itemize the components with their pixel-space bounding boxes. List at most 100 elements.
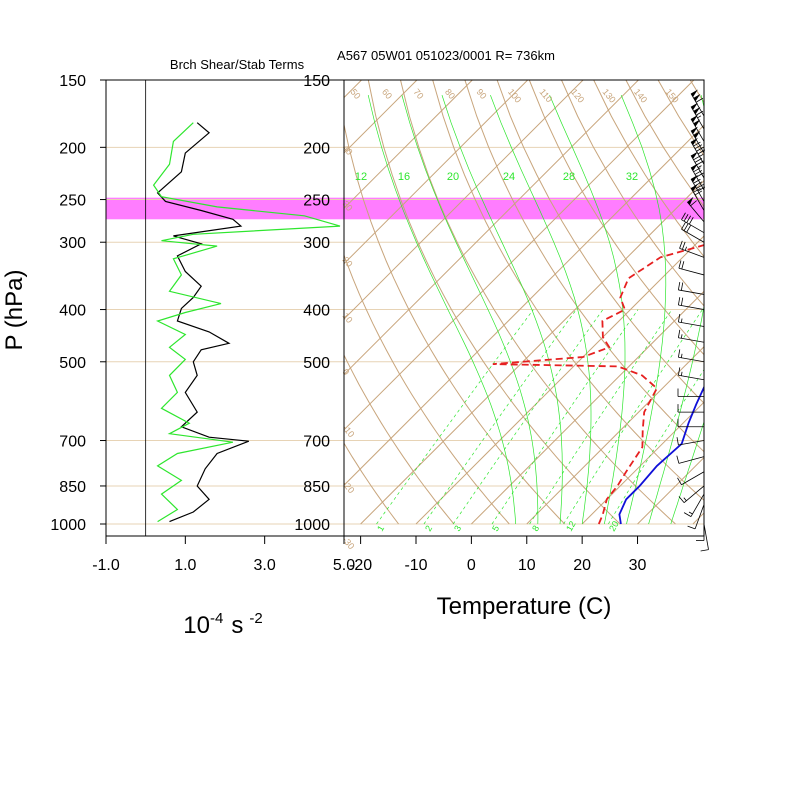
ptick-label-left-400: 400 [59, 303, 86, 320]
series-temperature [618, 385, 704, 525]
dry-adiabat-360 [561, 80, 704, 307]
temp-xtick-label-2: 0 [467, 557, 476, 574]
ptick-label-left-200: 200 [59, 140, 86, 157]
wind-barb-500 [678, 349, 705, 363]
wind-barb-460 [678, 329, 705, 343]
wind-barb-540 [678, 367, 705, 381]
temp-xtick-label-3: 10 [518, 557, 536, 574]
isotherm--10 [415, 235, 704, 525]
wind-barb-288 [681, 212, 705, 234]
moist-adiabat-36 [670, 420, 704, 525]
mixing-ratio-label-2: 2 [423, 524, 434, 533]
isotherm-20 [581, 401, 704, 525]
chart-title: A567 05W01 051023/0001 R= 736km [337, 48, 555, 63]
dry-adiabat-290 [344, 122, 566, 525]
dry-adiabat-label-150: 150 [663, 87, 680, 105]
skewt-grid [344, 80, 800, 525]
dry-adiabat-270 [344, 353, 455, 525]
left-edge-label-20: 20 [340, 255, 354, 269]
skewt-series [492, 244, 704, 525]
mixing-ratio-20 [608, 368, 704, 525]
dry-adiabat-label-100: 100 [506, 87, 523, 105]
wind-barb-185 [690, 102, 705, 130]
wind-barb-300 [681, 222, 705, 243]
mixing-ratio-1 [376, 309, 534, 525]
wind-barb-262 [690, 184, 705, 211]
isotherm--60 [344, 80, 584, 320]
wind-barb-580 [677, 388, 704, 397]
dry-adiabat-370 [593, 80, 704, 258]
dry-adiabat-410 [722, 80, 800, 524]
moist-adiabat-label-16: 16 [398, 171, 410, 183]
series-dewpoint [492, 244, 704, 525]
ptick-label-left-150: 150 [59, 73, 86, 90]
wind-barbs [676, 89, 709, 552]
wind-barb-660 [677, 418, 704, 428]
left-x-axis-label: 10-4 s -2 [183, 610, 262, 639]
skewt-frame [343, 79, 705, 537]
wind-barb-345 [678, 260, 705, 276]
left-edge-label--30: -30 [340, 535, 356, 551]
dry-adiabat-280 [344, 253, 510, 525]
temp-xtick-label-4: 20 [573, 557, 591, 574]
ptick-label-mid-850: 850 [303, 479, 330, 496]
dry-adiabat-label-140: 140 [632, 87, 649, 105]
isotherm--70 [344, 80, 529, 265]
wind-barb-375 [678, 281, 705, 295]
highlight-band [106, 197, 704, 220]
isotherm-50 [748, 80, 800, 524]
moist-adiabat-28 [620, 94, 667, 525]
moist-adiabat-label-20: 20 [447, 171, 459, 183]
wind-barb-880 [683, 493, 705, 517]
ptick-label-left-250: 250 [59, 193, 86, 210]
left-xlabel-exp2: -2 [249, 610, 262, 627]
ptick-label-mid-400: 400 [303, 303, 330, 320]
left-edge-label--20: -20 [340, 479, 356, 495]
dry-adiabat-340 [496, 80, 704, 404]
left-xtick-label-1: 1.0 [174, 557, 196, 574]
ptick-label-left-1000: 1000 [50, 517, 86, 534]
moist-adiabat-label-24: 24 [503, 171, 515, 183]
moist-adiabat-label-12: 12 [355, 171, 367, 183]
wind-barb-400 [678, 297, 705, 310]
mixing-ratio-label-5: 5 [490, 524, 501, 533]
dry-adiabat-label-90: 90 [474, 87, 488, 101]
dry-adiabat-label-50: 50 [348, 87, 362, 101]
pressure-tick-labels: 150 150 200 200 250 250 300 300 400 400 500 500 700 7… [50, 73, 330, 534]
wind-barb-700 [676, 437, 705, 446]
dry-adiabat-label-110: 110 [537, 87, 554, 104]
ptick-label-left-500: 500 [59, 355, 86, 372]
wind-barb-240 [690, 163, 705, 191]
isotherm--40 [344, 80, 695, 431]
wind-barb-320 [679, 240, 705, 258]
mixing-ratio-2 [423, 309, 577, 525]
left-xlabel-exp1: -4 [210, 610, 223, 627]
left-edge-label--10: -10 [340, 423, 356, 439]
moist-adiabat-label-28: 28 [563, 171, 575, 183]
temp-xtick-label-1: -10 [404, 557, 427, 574]
dry-adiabat-350 [528, 80, 704, 356]
ptick-label-left-700: 700 [59, 434, 86, 451]
isotherm--50 [344, 80, 639, 376]
mixing-ratio-8 [529, 309, 673, 525]
moist-adiabat-16 [441, 94, 563, 525]
dry-adiabat-390 [657, 80, 704, 157]
isotherm-30 [637, 456, 704, 525]
dry-adiabat-330 [464, 80, 704, 453]
isotherm--20 [360, 179, 704, 525]
ptick-label-mid-500: 500 [303, 355, 330, 372]
y-axis-label: P (hPa) [1, 270, 28, 351]
dry-adiabat-260 [344, 442, 399, 525]
temperature-axis-label: Temperature (C) [437, 593, 612, 620]
ptick-label-mid-300: 300 [303, 235, 330, 252]
mixing-ratio-label-12: 12 [564, 519, 578, 533]
temp-xtick-label-0: -20 [349, 557, 372, 574]
left-xtick-label-3: 5.0 [333, 557, 355, 574]
dry-adiabat-label-80: 80 [443, 87, 457, 101]
dry-adiabat-430 [787, 80, 800, 524]
wind-barb-800 [677, 471, 705, 486]
wind-barb-275 [686, 196, 705, 223]
isotherm-0 [471, 290, 704, 525]
